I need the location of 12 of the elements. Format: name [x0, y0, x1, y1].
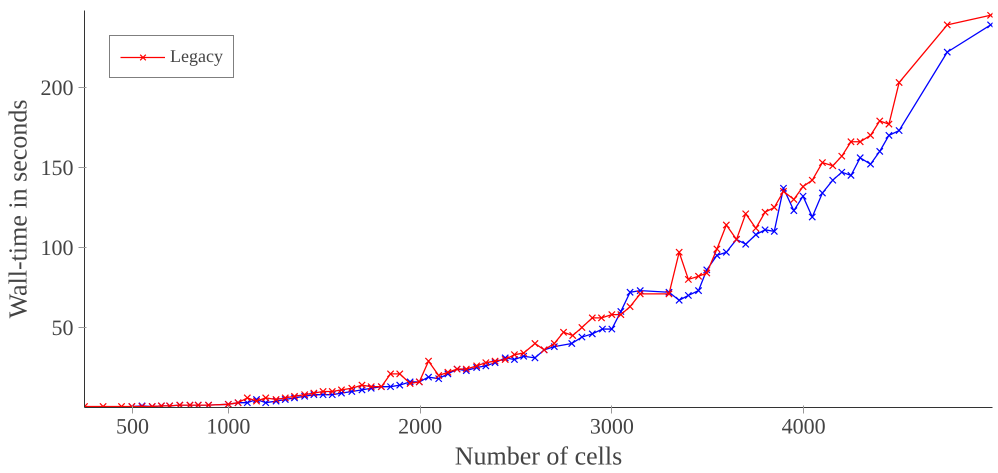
- x-tick-label: 4000: [782, 414, 826, 438]
- legend-label: Legacy: [170, 46, 223, 67]
- x-tick-label: 3000: [590, 414, 634, 438]
- y-tick-label: 150: [40, 154, 74, 180]
- y-tick-label: 200: [40, 74, 74, 100]
- y-axis-title: Wall-time in seconds: [4, 100, 32, 318]
- x-tick-label: 2000: [398, 414, 442, 438]
- y-tick-label: 100: [40, 234, 74, 260]
- y-tick-label: 50: [52, 314, 74, 340]
- x-tick-label: 1000: [206, 414, 250, 438]
- x-axis-title: Number of cells: [454, 442, 622, 470]
- x-tick-label: 500: [116, 414, 149, 438]
